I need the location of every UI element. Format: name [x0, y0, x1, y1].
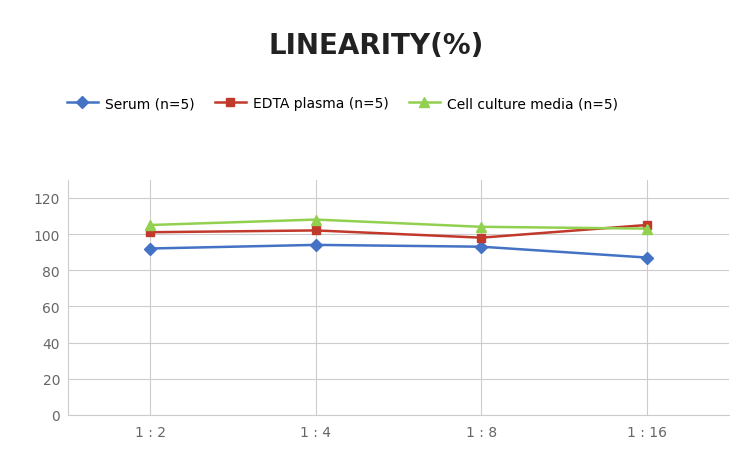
Line: Cell culture media (n=5): Cell culture media (n=5) — [146, 215, 651, 234]
Serum (n=5) — [146, 246, 155, 252]
Text: LINEARITY(%): LINEARITY(%) — [268, 32, 484, 60]
EDTA plasma (n=5) — [146, 230, 155, 235]
Cell culture media (n=5) — [311, 217, 320, 223]
Line: EDTA plasma (n=5): EDTA plasma (n=5) — [146, 221, 651, 242]
Legend: Serum (n=5), EDTA plasma (n=5), Cell culture media (n=5): Serum (n=5), EDTA plasma (n=5), Cell cul… — [67, 97, 617, 111]
EDTA plasma (n=5) — [477, 235, 486, 241]
Line: Serum (n=5): Serum (n=5) — [146, 241, 651, 262]
Serum (n=5) — [311, 243, 320, 248]
EDTA plasma (n=5) — [642, 223, 651, 228]
EDTA plasma (n=5) — [311, 228, 320, 234]
Serum (n=5) — [477, 244, 486, 250]
Serum (n=5) — [642, 255, 651, 261]
Cell culture media (n=5) — [642, 226, 651, 232]
Cell culture media (n=5) — [146, 223, 155, 228]
Cell culture media (n=5) — [477, 225, 486, 230]
